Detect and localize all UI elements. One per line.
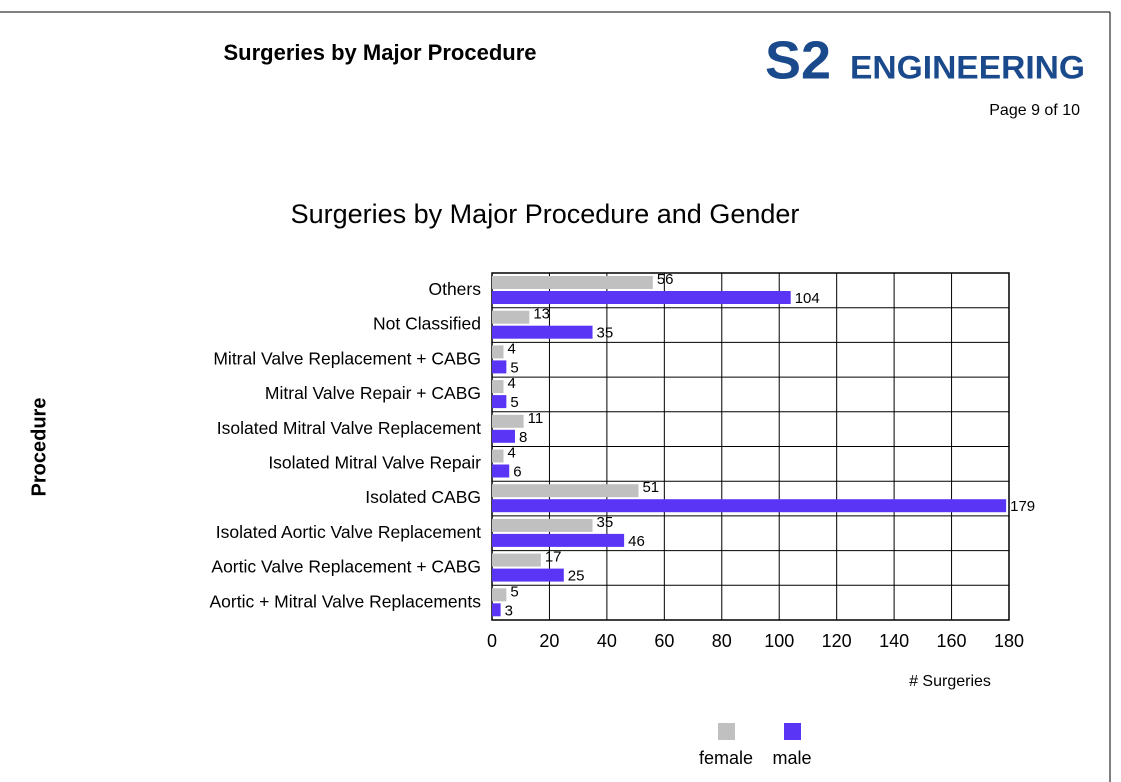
bar xyxy=(492,603,501,617)
data-label: 5 xyxy=(510,583,518,600)
data-label: 5 xyxy=(510,359,518,376)
x-axis-label: # Surgeries xyxy=(909,673,991,690)
data-label: 13 xyxy=(533,306,550,323)
x-tick-label: 80 xyxy=(712,631,732,651)
x-tick-label: 160 xyxy=(937,631,967,651)
data-label: 51 xyxy=(642,479,659,496)
bar xyxy=(492,380,504,394)
y-tick-label: Isolated Mitral Valve Replacement xyxy=(217,418,481,438)
bar xyxy=(492,291,791,304)
data-label: 46 xyxy=(628,533,645,550)
legend-swatch xyxy=(718,723,735,740)
bar xyxy=(492,553,541,567)
data-label: 8 xyxy=(519,429,527,446)
bar xyxy=(492,429,515,443)
bar xyxy=(492,325,593,339)
bar xyxy=(492,568,564,582)
bar xyxy=(492,345,504,359)
data-label: 35 xyxy=(597,325,614,342)
data-label: 35 xyxy=(597,514,614,531)
report-title: Surgeries by Major Procedure xyxy=(224,40,537,65)
y-tick-label: Aortic Valve Replacement + CABG xyxy=(211,557,481,577)
bar xyxy=(492,360,507,374)
x-tick-label: 40 xyxy=(597,631,617,651)
data-label: 11 xyxy=(528,410,544,427)
data-label: 56 xyxy=(657,271,674,288)
bar xyxy=(492,533,625,547)
x-tick-label: 140 xyxy=(879,631,909,651)
data-label: 6 xyxy=(513,463,521,480)
bar xyxy=(492,499,1007,513)
chart-title: Surgeries by Major Procedure and Gender xyxy=(291,199,800,229)
y-tick-label: Others xyxy=(428,279,481,299)
x-tick-label: 100 xyxy=(764,631,794,651)
data-label: 104 xyxy=(795,290,820,307)
y-tick-label: Aortic + Mitral Valve Replacements xyxy=(209,591,481,611)
y-tick-label: Isolated CABG xyxy=(365,487,481,507)
bar xyxy=(492,464,510,478)
y-tick-label: Isolated Aortic Valve Replacement xyxy=(216,522,481,542)
legend-label: male xyxy=(772,748,811,768)
bar xyxy=(492,276,653,289)
data-label: 3 xyxy=(505,602,513,619)
bar xyxy=(492,588,507,602)
y-tick-label: Isolated Mitral Valve Repair xyxy=(268,452,481,472)
y-axis-label: Procedure xyxy=(28,398,50,497)
x-tick-label: 120 xyxy=(822,631,852,651)
bar xyxy=(492,310,530,324)
data-label: 4 xyxy=(507,375,515,392)
data-label: 25 xyxy=(568,568,585,585)
y-tick-label: Mitral Valve Repair + CABG xyxy=(265,383,481,403)
data-label: 179 xyxy=(1010,498,1035,515)
y-tick-label: Not Classified xyxy=(373,314,481,334)
logo-text: ENGINEERING xyxy=(850,49,1085,85)
bar xyxy=(492,449,504,463)
x-tick-label: 20 xyxy=(539,631,559,651)
bar xyxy=(492,395,507,409)
x-tick-label: 180 xyxy=(994,631,1024,651)
plot-frame xyxy=(491,272,1010,621)
data-label: 4 xyxy=(507,340,515,357)
bar xyxy=(492,518,593,532)
legend-label: female xyxy=(699,748,753,768)
bar xyxy=(492,484,639,498)
page-number: Page 9 of 10 xyxy=(989,102,1080,119)
y-tick-label: Mitral Valve Replacement + CABG xyxy=(213,348,481,368)
legend-swatch xyxy=(784,723,801,740)
data-label: 17 xyxy=(545,549,562,566)
data-label: 5 xyxy=(510,394,518,411)
bar xyxy=(492,414,524,428)
x-tick-label: 60 xyxy=(654,631,674,651)
logo-mark: S2 xyxy=(765,30,831,90)
x-tick-label: 0 xyxy=(487,631,497,651)
data-label: 4 xyxy=(507,444,515,461)
